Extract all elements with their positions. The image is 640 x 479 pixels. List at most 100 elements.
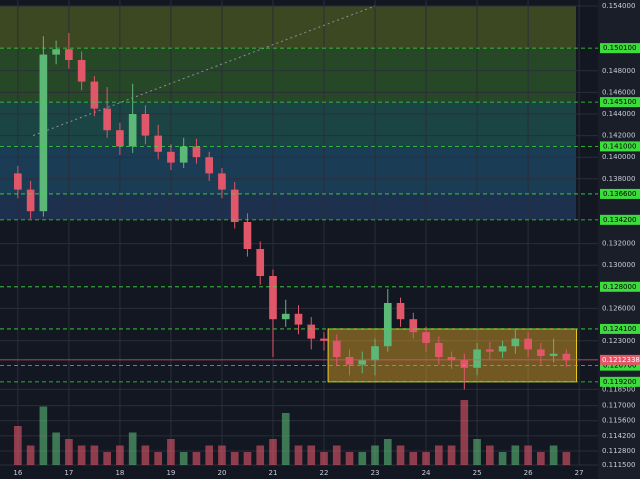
level-tag [600, 323, 640, 334]
volume-bar [358, 452, 367, 465]
x-tick-label: 26 [524, 469, 533, 477]
candle-body [447, 357, 456, 361]
current-price-tag [600, 354, 640, 365]
x-tick-label: 18 [115, 469, 124, 477]
zone [0, 146, 576, 194]
candle-body [230, 189, 239, 222]
level-tag [600, 141, 640, 152]
volume-bar [294, 445, 303, 465]
volume-bar [345, 452, 354, 465]
y-tick-label: 0.115600 [602, 417, 635, 425]
candle-body [294, 313, 303, 325]
candle-body [256, 249, 265, 276]
volume-bar [307, 445, 316, 465]
volume-bar [77, 445, 86, 465]
candle-body [179, 146, 188, 163]
volume-bar [90, 445, 99, 465]
candle-body [486, 349, 494, 352]
candle-body [473, 349, 481, 368]
volume-bar [103, 452, 111, 465]
candle-body [141, 114, 150, 136]
level-label: 0.134200 [603, 216, 636, 224]
candle-body [192, 146, 201, 158]
level-label: 0.120700 [603, 362, 636, 370]
volume-bar [434, 445, 443, 465]
candle-body [39, 54, 48, 212]
level-label: 0.119200 [603, 378, 636, 386]
zone [0, 48, 576, 103]
candle-body [243, 222, 252, 249]
volume-bar [320, 452, 328, 465]
candle-body [269, 276, 277, 320]
candle-body [332, 340, 341, 357]
candle-body [434, 342, 443, 357]
candle-body [562, 353, 571, 361]
volume-bar [498, 452, 507, 465]
volume-bar [332, 445, 341, 465]
candle-body [422, 332, 430, 343]
trendline [32, 5, 376, 137]
zone [0, 102, 576, 147]
x-tick-label: 22 [320, 469, 329, 477]
level-label: 0.145100 [603, 98, 636, 106]
candle-body [371, 346, 379, 361]
y-tick-label: 0.138000 [602, 175, 635, 183]
volume-bar [179, 452, 188, 465]
candle-body [90, 81, 99, 109]
volume-bar [52, 432, 60, 465]
level-tag [600, 43, 640, 54]
volume-bar [243, 452, 252, 465]
level-tag [600, 360, 640, 371]
volume-bar [256, 445, 265, 465]
x-tick-label: 23 [371, 469, 380, 477]
candle-body [281, 313, 290, 320]
volume-bar [281, 413, 290, 465]
candle-body [307, 324, 316, 339]
volume-bar [447, 445, 456, 465]
level-tag [600, 281, 640, 292]
level-tag [600, 376, 640, 387]
candle-body [77, 60, 86, 82]
candle-body [167, 151, 175, 163]
volume-bar [422, 452, 430, 465]
volume-bar [396, 445, 405, 465]
level-tag [600, 97, 640, 108]
candle-body [549, 353, 558, 356]
level-tag [600, 188, 640, 199]
volume-bar [473, 439, 481, 465]
volume-bar [167, 439, 175, 465]
volume-bar [154, 452, 163, 465]
y-tick-label: 0.114200 [602, 432, 635, 440]
y-tick-label: 0.111500 [602, 461, 635, 469]
volume-bar [14, 426, 22, 465]
volume-bar [537, 452, 545, 465]
x-tick-label: 17 [64, 469, 73, 477]
volume-bar [39, 406, 48, 465]
y-tick-label: 0.144000 [602, 110, 635, 118]
volume-bar [460, 400, 469, 465]
candle-body [205, 157, 214, 174]
candle-body [14, 173, 22, 190]
x-tick-label: 25 [473, 469, 482, 477]
candle-body [103, 108, 111, 131]
volume-bar [549, 445, 558, 465]
y-tick-label: 0.148000 [602, 67, 635, 75]
volume-bar [511, 445, 520, 465]
volume-bar [218, 445, 226, 465]
y-tick-label: 0.154000 [602, 2, 635, 10]
level-label: 0.124100 [603, 325, 636, 333]
x-tick-label: 16 [13, 469, 22, 477]
zone [0, 193, 576, 220]
zone [0, 6, 576, 49]
x-tick-label: 21 [269, 469, 278, 477]
y-tick-label: 0.117000 [602, 402, 635, 410]
y-tick-label: 0.123000 [602, 337, 635, 345]
range-box [327, 328, 578, 383]
x-tick-label: 27 [575, 469, 584, 477]
volume-bar [141, 445, 150, 465]
candle-body [524, 338, 532, 350]
volume-bar [371, 445, 379, 465]
volume-bar [562, 452, 571, 465]
candle-body [218, 173, 226, 190]
y-tick-label: 0.118500 [602, 385, 635, 393]
